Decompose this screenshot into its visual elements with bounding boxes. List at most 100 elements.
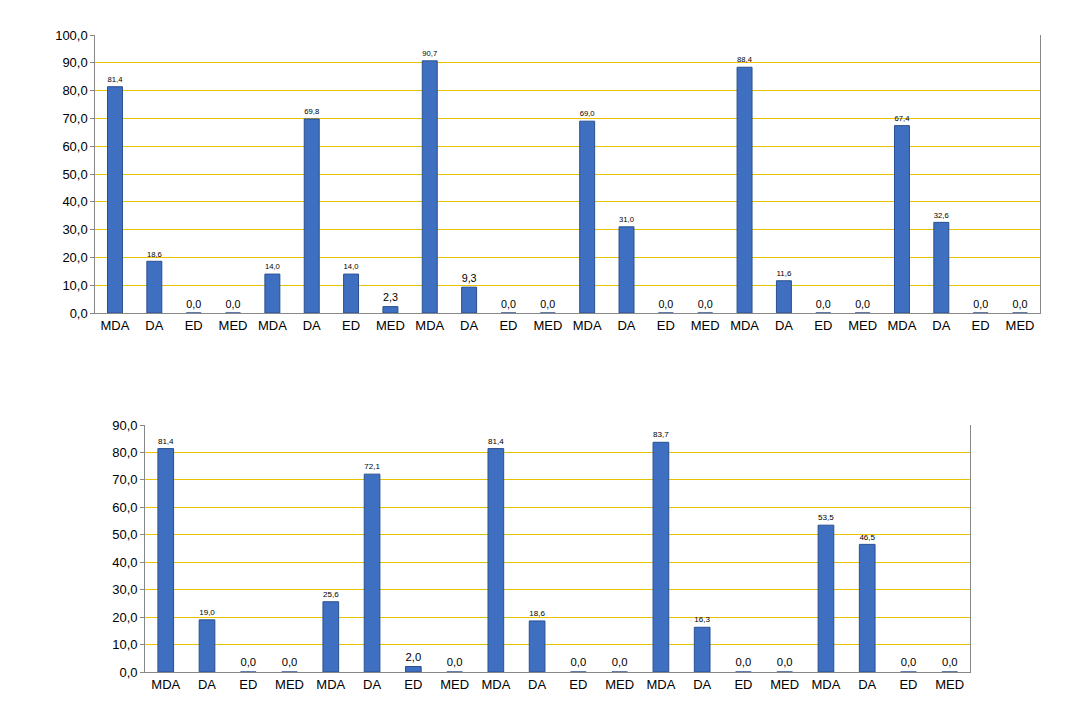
svg-text:0,0: 0,0: [1013, 298, 1028, 310]
svg-text:2,0: 2,0: [406, 651, 422, 663]
svg-text:0,0: 0,0: [186, 298, 201, 310]
svg-text:0,0: 0,0: [901, 656, 917, 668]
svg-text:60,0: 60,0: [62, 139, 87, 154]
svg-text:81,4: 81,4: [108, 75, 124, 84]
svg-text:MED: MED: [533, 318, 562, 333]
svg-text:2,3: 2,3: [383, 291, 398, 303]
svg-text:83,7: 83,7: [653, 430, 669, 439]
svg-text:MED: MED: [1006, 318, 1035, 333]
svg-text:31,0: 31,0: [619, 215, 634, 224]
svg-text:69,8: 69,8: [304, 107, 319, 116]
svg-text:70,0: 70,0: [112, 472, 137, 487]
svg-text:60,0: 60,0: [112, 500, 137, 515]
svg-text:0,0: 0,0: [973, 298, 988, 310]
svg-text:90,0: 90,0: [62, 55, 87, 70]
svg-text:ED: ED: [734, 677, 752, 692]
svg-text:20,0: 20,0: [112, 610, 137, 625]
svg-text:9,3: 9,3: [462, 272, 477, 284]
svg-text:MDA: MDA: [646, 677, 675, 692]
svg-text:MED: MED: [219, 318, 248, 333]
svg-text:46,5: 46,5: [859, 533, 875, 542]
svg-text:ED: ED: [239, 677, 257, 692]
svg-text:ED: ED: [814, 318, 832, 333]
svg-text:DA: DA: [363, 677, 381, 692]
svg-text:69,0: 69,0: [580, 109, 595, 118]
svg-text:25,6: 25,6: [323, 590, 339, 599]
svg-text:0,0: 0,0: [855, 298, 870, 310]
svg-text:DA: DA: [145, 318, 163, 333]
svg-text:0,0: 0,0: [658, 298, 673, 310]
svg-text:32,6: 32,6: [934, 211, 949, 220]
svg-text:81,4: 81,4: [158, 437, 174, 446]
svg-text:MED: MED: [691, 318, 720, 333]
svg-text:81,4: 81,4: [488, 437, 504, 446]
svg-text:MED: MED: [770, 677, 799, 692]
svg-text:MED: MED: [935, 677, 964, 692]
svg-text:14,0: 14,0: [344, 262, 359, 271]
svg-text:MDA: MDA: [730, 318, 759, 333]
svg-text:67,4: 67,4: [895, 114, 911, 123]
svg-text:ED: ED: [569, 677, 587, 692]
svg-text:80,0: 80,0: [62, 83, 87, 98]
svg-text:0,0: 0,0: [698, 298, 713, 310]
svg-text:72,1: 72,1: [364, 462, 380, 471]
svg-text:10,0: 10,0: [112, 637, 137, 652]
svg-text:ED: ED: [342, 318, 360, 333]
svg-text:70,0: 70,0: [62, 111, 87, 126]
svg-text:0,0: 0,0: [612, 656, 628, 668]
svg-text:0,0: 0,0: [447, 656, 463, 668]
svg-text:DA: DA: [617, 318, 635, 333]
svg-text:DA: DA: [932, 318, 950, 333]
svg-text:0,0: 0,0: [226, 298, 241, 310]
svg-text:100,0: 100,0: [55, 28, 88, 43]
svg-text:DA: DA: [775, 318, 793, 333]
svg-text:30,0: 30,0: [62, 222, 87, 237]
svg-text:MED: MED: [440, 677, 469, 692]
svg-text:88,4: 88,4: [737, 55, 753, 64]
svg-text:ED: ED: [499, 318, 517, 333]
svg-text:DA: DA: [198, 677, 216, 692]
svg-text:0,0: 0,0: [282, 656, 298, 668]
svg-text:ED: ED: [185, 318, 203, 333]
svg-text:DA: DA: [693, 677, 711, 692]
svg-text:0,0: 0,0: [736, 656, 752, 668]
svg-text:19,0: 19,0: [199, 608, 215, 617]
svg-text:0,0: 0,0: [571, 656, 587, 668]
svg-text:0,0: 0,0: [70, 306, 88, 321]
svg-text:DA: DA: [303, 318, 321, 333]
svg-text:0,0: 0,0: [501, 298, 516, 310]
svg-text:10,0: 10,0: [62, 278, 87, 293]
svg-text:0,0: 0,0: [540, 298, 555, 310]
svg-text:0,0: 0,0: [777, 656, 793, 668]
svg-text:0,0: 0,0: [240, 656, 256, 668]
svg-text:DA: DA: [460, 318, 478, 333]
svg-text:80,0: 80,0: [112, 445, 137, 460]
svg-text:MDA: MDA: [888, 318, 917, 333]
svg-text:18,6: 18,6: [529, 609, 545, 618]
svg-text:16,3: 16,3: [694, 615, 710, 624]
svg-text:40,0: 40,0: [112, 555, 137, 570]
svg-text:18,6: 18,6: [147, 250, 162, 259]
svg-text:40,0: 40,0: [62, 194, 87, 209]
svg-text:0,0: 0,0: [816, 298, 831, 310]
svg-text:MDA: MDA: [573, 318, 602, 333]
svg-text:MED: MED: [275, 677, 304, 692]
svg-text:MDA: MDA: [415, 318, 444, 333]
svg-text:0,0: 0,0: [942, 656, 958, 668]
svg-text:MDA: MDA: [101, 318, 130, 333]
svg-text:50,0: 50,0: [62, 167, 87, 182]
svg-text:0,0: 0,0: [119, 665, 137, 680]
svg-text:20,0: 20,0: [62, 250, 87, 265]
svg-text:MED: MED: [848, 318, 877, 333]
svg-text:ED: ED: [972, 318, 990, 333]
svg-text:ED: ED: [404, 677, 422, 692]
svg-text:50,0: 50,0: [112, 527, 137, 542]
svg-text:MED: MED: [376, 318, 405, 333]
svg-text:11,6: 11,6: [776, 269, 791, 278]
svg-text:MDA: MDA: [316, 677, 345, 692]
svg-text:DA: DA: [858, 677, 876, 692]
svg-text:MDA: MDA: [812, 677, 841, 692]
svg-text:MDA: MDA: [258, 318, 287, 333]
svg-text:ED: ED: [657, 318, 675, 333]
svg-text:MED: MED: [605, 677, 634, 692]
